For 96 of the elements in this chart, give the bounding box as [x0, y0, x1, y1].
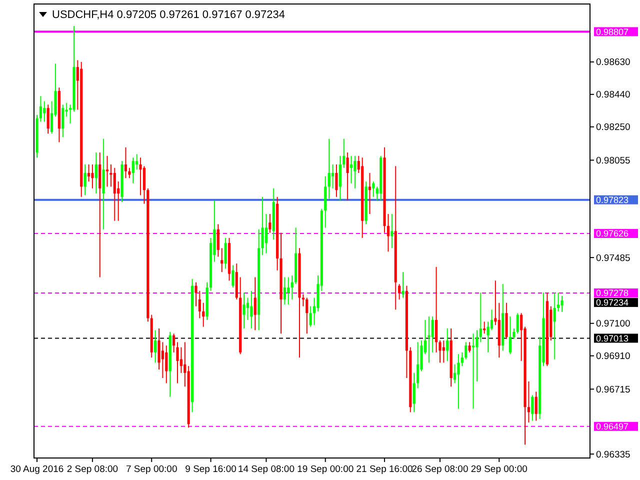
candlestick	[46, 104, 50, 134]
candlestick	[62, 104, 64, 138]
ref-line-label: 0.97013	[596, 333, 629, 344]
ref-line-label: 0.97278	[596, 288, 629, 298]
ref-line-label: 0.97823	[596, 194, 629, 205]
candlestick	[264, 214, 268, 254]
candlestick	[198, 290, 201, 319]
ref-line-label: 0.98807	[596, 26, 629, 37]
y-tick-label: 0.97485	[596, 252, 630, 264]
y-tick-label: 0.96335	[596, 449, 630, 460]
candlestick	[508, 316, 512, 355]
ref-line-label: 0.96497	[596, 422, 629, 432]
x-tick-label: 26 Sep 08:00	[412, 464, 468, 475]
candlestick	[132, 157, 134, 184]
candlestick	[346, 152, 349, 201]
x-tick-label: 30 Aug 2016	[10, 464, 64, 475]
candlestick	[91, 164, 94, 189]
candlestick	[106, 155, 109, 188]
candlestick	[283, 276, 286, 306]
candlestick	[486, 321, 490, 353]
candlestick	[516, 312, 519, 334]
candlestick	[84, 164, 86, 196]
candlestick	[398, 284, 401, 300]
candlestick	[435, 266, 438, 353]
candlestick	[412, 372, 416, 413]
candlestick	[446, 328, 449, 362]
candlestick	[254, 276, 256, 331]
x-tick-label: 7 Sep 00:00	[126, 464, 178, 475]
candlestick	[224, 237, 227, 270]
candlestick	[354, 155, 356, 189]
candlestick	[232, 264, 234, 288]
candlestick	[372, 181, 375, 198]
candlestick	[512, 328, 516, 340]
candlestick	[43, 100, 46, 122]
ref-line-label: 0.97626	[596, 228, 629, 239]
candlestick	[242, 292, 246, 329]
candlestick	[350, 155, 353, 184]
candlestick	[338, 155, 342, 201]
candlestick	[216, 224, 220, 258]
candlestick	[342, 138, 346, 168]
candlestick	[402, 272, 404, 298]
candlestick	[98, 152, 102, 278]
candlestick	[306, 297, 308, 334]
candlestick	[113, 167, 116, 222]
candlestick	[534, 391, 538, 422]
text: 0.97234	[596, 298, 629, 308]
candlestick	[136, 154, 138, 170]
y-tick-label: 0.98055	[596, 156, 630, 166]
y-tick-label: 0.96715	[596, 384, 630, 396]
candlestick	[290, 275, 294, 300]
y-tick-label: 0.98630	[596, 57, 630, 68]
candlestick	[154, 330, 157, 364]
candlestick	[560, 295, 564, 312]
candlestick	[416, 342, 420, 389]
candlestick	[94, 152, 98, 194]
candlestick	[505, 302, 508, 340]
candlestick	[531, 394, 534, 422]
candlestick	[390, 214, 394, 249]
candlestick	[287, 276, 290, 306]
candlestick	[453, 364, 456, 384]
candlestick	[161, 342, 164, 379]
candlestick	[142, 166, 146, 204]
y-tick-label: 0.96910	[596, 351, 630, 362]
x-tick-label: 21 Sep 16:00	[356, 464, 413, 475]
candlestick	[331, 164, 334, 189]
candlestick	[472, 333, 475, 410]
x-tick-label: 29 Sep 00:00	[470, 464, 528, 475]
x-tick-label: 19 Sep 00:00	[297, 464, 354, 475]
candlestick	[335, 164, 338, 198]
candlestick	[464, 342, 468, 360]
candlestick	[202, 302, 205, 328]
candlestick	[246, 297, 250, 320]
candlestick	[468, 342, 471, 353]
x-tick-label: 14 Sep 08:00	[238, 464, 294, 475]
candlestick	[324, 176, 327, 228]
candlestick	[553, 292, 556, 360]
candlestick	[165, 345, 168, 384]
candlestick	[431, 316, 434, 353]
candlestick	[268, 214, 272, 234]
candlestick	[87, 164, 90, 182]
y-tick-label: 0.98440	[596, 90, 630, 101]
candlestick	[124, 146, 128, 179]
candlestick	[557, 292, 560, 312]
candlestick	[220, 248, 224, 273]
candlestick	[368, 172, 372, 214]
x-tick-label: 9 Sep 16:00	[185, 464, 236, 475]
x-tick-label: 2 Sep 08:00	[66, 464, 118, 475]
candlestick	[180, 346, 182, 374]
candlestick	[102, 138, 105, 230]
chart-title: USDCHF,H4 0.97205 0.97261 0.97167 0.97234	[52, 9, 286, 21]
candlestick	[328, 138, 330, 200]
candlestick	[250, 290, 253, 329]
y-tick-label: 0.97100	[596, 318, 630, 330]
y-tick-label: 0.98250	[596, 122, 630, 134]
candlestick	[309, 306, 312, 328]
candlestick	[457, 354, 460, 410]
